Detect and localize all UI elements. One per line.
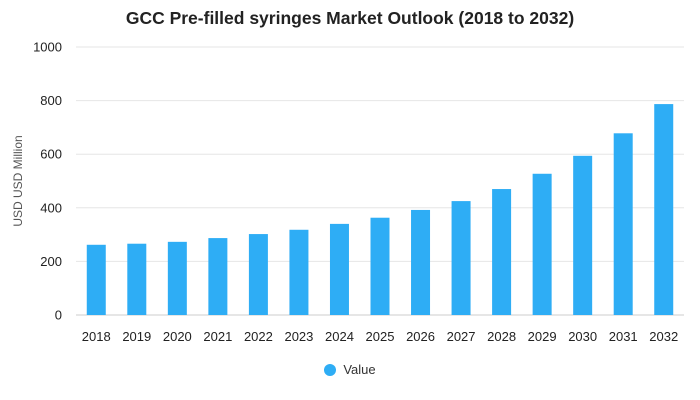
- x-tick-label: 2018: [82, 329, 111, 344]
- x-tick-label: 2031: [609, 329, 638, 344]
- legend: Value: [0, 362, 700, 377]
- bar: [329, 223, 349, 315]
- y-tick-label: 600: [40, 147, 62, 162]
- x-tick-label: 2028: [487, 329, 516, 344]
- y-tick-label: 1000: [33, 40, 62, 55]
- bar: [167, 241, 187, 315]
- y-tick-label: 0: [55, 308, 62, 323]
- x-tick-label: 2030: [568, 329, 597, 344]
- bar: [613, 133, 633, 315]
- bar: [127, 243, 147, 315]
- chart-title: GCC Pre-filled syringes Market Outlook (…: [125, 8, 575, 28]
- x-tick-label: 2026: [406, 329, 435, 344]
- y-tick-label: 800: [40, 93, 62, 108]
- x-tick-labels: 2018 2019 2020 2021 2022 2023 2024 2025 2026 2027…: [82, 329, 678, 344]
- bar: [289, 229, 309, 315]
- x-tick-label: 2024: [325, 329, 354, 344]
- bar: [411, 209, 431, 315]
- x-tick-label: 2025: [366, 329, 395, 344]
- bar: [492, 189, 512, 315]
- x-tick-label: 2023: [284, 329, 313, 344]
- x-tick-label: 2019: [122, 329, 151, 344]
- bar: [370, 217, 390, 315]
- legend-marker: [324, 363, 337, 376]
- bar: [532, 173, 552, 315]
- x-tick-label: 2029: [528, 329, 557, 344]
- bar: [451, 201, 471, 315]
- bar: [654, 104, 674, 315]
- x-tick-label: 2020: [163, 329, 192, 344]
- bar: [248, 234, 268, 315]
- x-tick-label: 2027: [447, 329, 476, 344]
- y-tick-label: 200: [40, 254, 62, 269]
- x-tick-label: 2032: [649, 329, 678, 344]
- x-tick-label: 2021: [203, 329, 232, 344]
- legend-label: Value: [343, 362, 376, 377]
- x-tick-label: 2022: [244, 329, 273, 344]
- bar: [86, 244, 106, 315]
- bars: [86, 104, 674, 315]
- bar: [208, 238, 228, 315]
- y-tick-labels: 0 200 400 600 800 1000: [33, 40, 62, 323]
- y-axis-label: USD USD Million: [11, 135, 25, 226]
- y-tick-label: 400: [40, 200, 62, 215]
- bar: [573, 155, 593, 315]
